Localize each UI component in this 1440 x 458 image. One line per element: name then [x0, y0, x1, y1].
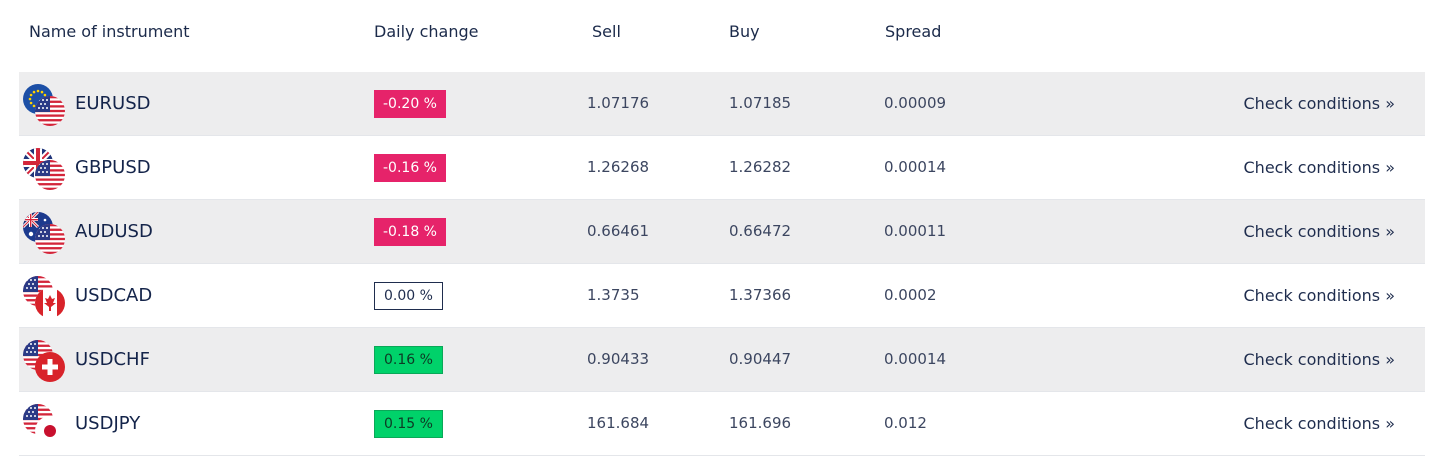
header-sell: Sell	[592, 22, 621, 41]
instrument-name: USDCAD	[75, 285, 153, 306]
table-body: EURUSD -0.20 % 1.07176 1.07185 0.00009 Check …	[19, 72, 1425, 456]
buy-price: 1.07185	[729, 94, 792, 112]
table-row: USDCAD 0.00 % 1.3735 1.37366 0.0002 Check con…	[19, 264, 1425, 328]
buy-price: 0.66472	[729, 222, 792, 240]
check-conditions-link[interactable]: Check conditions »	[1243, 158, 1396, 177]
spread-value: 0.00014	[884, 350, 947, 368]
sell-price: 1.07176	[587, 94, 650, 112]
sell-price: 0.66461	[587, 222, 650, 240]
currency-pair-flags	[23, 404, 67, 448]
ch-flag-icon	[35, 352, 65, 382]
table-row: USDJPY 0.15 % 161.684 161.696 0.012 Check con…	[19, 392, 1425, 456]
instrument-name: GBPUSD	[75, 157, 151, 178]
sell-price: 1.3735	[587, 286, 640, 304]
buy-price: 161.696	[729, 414, 792, 432]
us-flag-icon	[35, 160, 65, 190]
instrument-name: USDJPY	[75, 413, 141, 434]
currency-pair-flags	[23, 148, 67, 192]
header-daily-change: Daily change	[374, 22, 479, 41]
spread-value: 0.012	[884, 414, 927, 432]
daily-change-badge: 0.16 %	[374, 346, 443, 374]
ca-flag-icon	[35, 288, 65, 318]
instruments-table: Name of instrument Daily change Sell Buy…	[19, 0, 1425, 456]
header-spread: Spread	[885, 22, 942, 41]
currency-pair-flags	[23, 276, 67, 320]
currency-pair-flags	[23, 212, 67, 256]
currency-pair-flags	[23, 84, 67, 128]
table-header: Name of instrument Daily change Sell Buy…	[19, 0, 1425, 72]
check-conditions-link[interactable]: Check conditions »	[1243, 222, 1396, 241]
instrument-name: EURUSD	[75, 93, 151, 114]
daily-change-badge: -0.18 %	[374, 218, 446, 246]
header-buy: Buy	[729, 22, 760, 41]
check-conditions-link[interactable]: Check conditions »	[1243, 94, 1396, 113]
check-conditions-link[interactable]: Check conditions »	[1243, 350, 1396, 369]
table-row: GBPUSD -0.16 % 1.26268 1.26282 0.00014 Check …	[19, 136, 1425, 200]
jp-flag-icon	[35, 416, 65, 446]
daily-change-badge: -0.20 %	[374, 90, 446, 118]
table-row: USDCHF 0.16 % 0.90433 0.90447 0.00014 Check c…	[19, 328, 1425, 392]
check-conditions-link[interactable]: Check conditions »	[1243, 414, 1396, 433]
sell-price: 0.90433	[587, 350, 650, 368]
spread-value: 0.0002	[884, 286, 937, 304]
check-conditions-link[interactable]: Check conditions »	[1243, 286, 1396, 305]
buy-price: 1.26282	[729, 158, 792, 176]
buy-price: 1.37366	[729, 286, 792, 304]
table-row: EURUSD -0.20 % 1.07176 1.07185 0.00009 Check …	[19, 72, 1425, 136]
table-row: AUDUSD -0.18 % 0.66461 0.66472 0.00011 Check …	[19, 200, 1425, 264]
instrument-name: USDCHF	[75, 349, 150, 370]
daily-change-badge: 0.00 %	[374, 282, 443, 310]
us-flag-icon	[35, 224, 65, 254]
daily-change-badge: 0.15 %	[374, 410, 443, 438]
instrument-name: AUDUSD	[75, 221, 153, 242]
sell-price: 1.26268	[587, 158, 650, 176]
currency-pair-flags	[23, 340, 67, 384]
spread-value: 0.00014	[884, 158, 947, 176]
header-name: Name of instrument	[29, 22, 190, 41]
buy-price: 0.90447	[729, 350, 792, 368]
sell-price: 161.684	[587, 414, 650, 432]
spread-value: 0.00011	[884, 222, 947, 240]
us-flag-icon	[35, 96, 65, 126]
daily-change-badge: -0.16 %	[374, 154, 446, 182]
spread-value: 0.00009	[884, 94, 947, 112]
